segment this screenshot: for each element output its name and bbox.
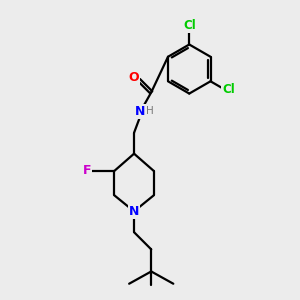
Text: O: O bbox=[128, 71, 139, 84]
Text: Cl: Cl bbox=[183, 19, 196, 32]
Text: N: N bbox=[135, 106, 146, 118]
Text: Cl: Cl bbox=[222, 83, 235, 96]
Text: H: H bbox=[146, 106, 153, 116]
Text: N: N bbox=[129, 205, 139, 218]
Text: F: F bbox=[83, 164, 91, 177]
